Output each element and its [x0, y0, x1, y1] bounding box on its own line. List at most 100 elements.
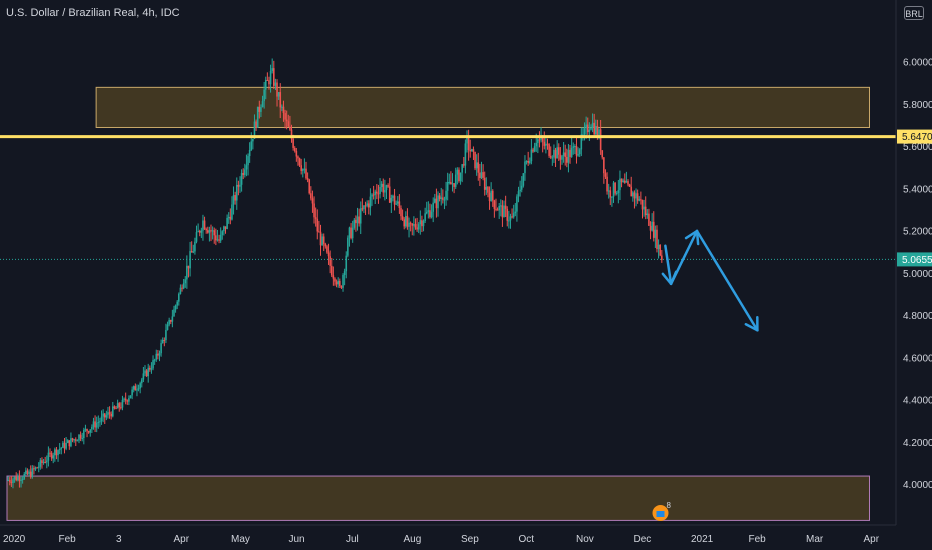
- candle-body: [126, 400, 129, 402]
- candle-body: [142, 373, 145, 380]
- candle-body: [318, 231, 320, 233]
- candle-body: [557, 147, 560, 155]
- candle-body: [376, 191, 378, 194]
- price-zone-0: [95, 86, 870, 128]
- candle-body: [359, 208, 362, 224]
- candle-body: [15, 476, 17, 481]
- candle-body: [42, 461, 45, 463]
- candle-body: [590, 127, 592, 130]
- time-axis: 2020 Feb 3 Apr May Jun Jul Aug Sep Oct Nov Dec 2021 F…: [3, 534, 880, 545]
- candle-body: [240, 173, 243, 185]
- candle-body: [652, 221, 655, 238]
- candle-body: [187, 265, 190, 269]
- candle-body: [657, 244, 660, 250]
- candle-body: [327, 252, 330, 257]
- candle-body: [261, 101, 264, 108]
- candle-body: [198, 231, 201, 233]
- candle-body: [140, 379, 143, 384]
- candle-body: [100, 416, 103, 422]
- y-tick-label: 4.8000: [903, 311, 932, 322]
- candle-body: [522, 173, 525, 186]
- candle-body: [215, 235, 217, 241]
- candle-body: [231, 204, 233, 220]
- candle-body: [635, 193, 637, 199]
- candle-body: [537, 139, 539, 143]
- candle-body: [384, 190, 386, 193]
- candle-body: [479, 172, 481, 179]
- candle-body: [7, 480, 9, 482]
- candle-body: [293, 147, 296, 151]
- candle-body: [120, 407, 122, 409]
- candle-body: [540, 137, 542, 140]
- candle-body: [604, 173, 607, 177]
- candle-body: [297, 156, 299, 159]
- candle-body: [612, 182, 615, 197]
- candle-body: [174, 305, 177, 310]
- candle-body: [388, 186, 391, 203]
- candle-body: [337, 280, 339, 285]
- chart-title: U.S. Dollar / Brazilian Real, 4h, IDC: [6, 7, 180, 19]
- currency-button[interactable]: BRL: [904, 6, 924, 20]
- candle-body: [438, 195, 441, 199]
- candle-body: [319, 231, 322, 246]
- candle-body: [18, 476, 21, 482]
- candle-body: [129, 395, 132, 399]
- candle-body: [218, 239, 220, 241]
- candle-body: [446, 181, 449, 191]
- candle-body: [595, 126, 597, 135]
- candle-body: [329, 256, 331, 266]
- x-tick-label: Jul: [346, 534, 359, 545]
- candle-body: [462, 164, 465, 166]
- candle-body: [390, 197, 393, 203]
- candle-body: [131, 389, 133, 396]
- candle-body: [347, 237, 349, 256]
- candle-body: [123, 398, 125, 400]
- candle-body: [169, 320, 172, 322]
- candle-body: [599, 129, 602, 151]
- candle-body: [482, 172, 484, 178]
- candle-body: [471, 149, 473, 152]
- candle-body: [182, 283, 185, 289]
- candle-body: [408, 222, 410, 227]
- candle-body: [134, 386, 137, 391]
- candle-body: [264, 79, 267, 90]
- candle-body: [68, 440, 71, 447]
- candle-body: [517, 191, 520, 197]
- candle-body: [99, 421, 101, 423]
- candle-body: [435, 198, 438, 209]
- candle-body: [401, 216, 404, 220]
- candle-body: [451, 183, 454, 185]
- candle-body: [520, 185, 523, 190]
- candle-body: [34, 467, 37, 470]
- candle-body: [303, 168, 306, 170]
- candle-body: [287, 121, 290, 127]
- candle-body: [277, 92, 280, 97]
- candle-body: [149, 367, 151, 370]
- candle-body: [31, 468, 34, 478]
- candle-body: [651, 221, 653, 231]
- candle-body: [273, 68, 275, 86]
- candle-body: [224, 226, 227, 229]
- candle-body: [116, 403, 119, 409]
- candle-body: [89, 429, 92, 433]
- candle-body: [627, 181, 629, 185]
- candle-body: [617, 190, 620, 193]
- candle-body: [374, 191, 377, 195]
- candle-body: [181, 287, 183, 289]
- supply-demand-zones: [6, 86, 870, 521]
- candle-body: [496, 209, 499, 211]
- candle-body: [226, 217, 228, 229]
- candle-body: [392, 195, 394, 198]
- candlestick-series: [7, 58, 663, 489]
- candle-body: [79, 434, 82, 439]
- candle-body: [186, 265, 188, 280]
- candle-body: [158, 353, 161, 356]
- x-tick-label: Apr: [174, 534, 190, 545]
- candle-body: [543, 141, 546, 146]
- candle-body: [71, 438, 74, 441]
- candle-body: [266, 79, 269, 81]
- candle-body: [398, 201, 401, 209]
- candle-body: [255, 121, 257, 128]
- candle-body: [33, 468, 35, 470]
